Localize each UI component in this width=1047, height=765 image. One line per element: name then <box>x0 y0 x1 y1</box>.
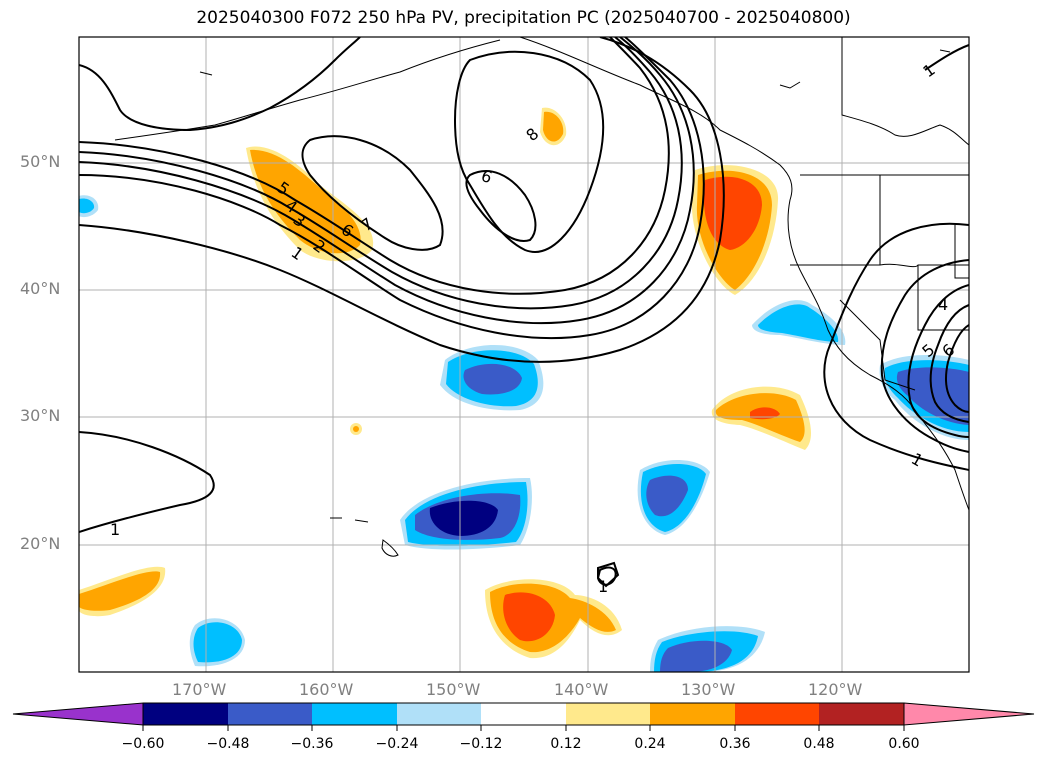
precip-negative-area <box>79 198 95 214</box>
lon-tick-label: 150°W <box>426 680 481 699</box>
colorbar-tick-label: −0.36 <box>290 736 334 752</box>
colorbar-extend-high <box>903 702 1035 726</box>
colorbar-tick-label: −0.60 <box>121 736 165 752</box>
precip-negative-area <box>660 640 732 672</box>
lon-tick-label: 120°W <box>808 680 863 699</box>
contour-label: 1 <box>110 520 120 539</box>
colorbar-swatch <box>397 703 481 725</box>
lat-tick-label: 50°N <box>20 152 61 171</box>
colorbar-swatch <box>650 703 735 725</box>
lat-tick-label: 30°N <box>20 406 61 425</box>
precipitation-fills <box>79 107 969 672</box>
lon-tick-label: 130°W <box>681 680 736 699</box>
colorbar-swatch <box>566 703 650 725</box>
colorbar-extend-low <box>12 702 144 726</box>
contour-label: 1 <box>598 577 608 596</box>
colorbar-tick-label: 0.12 <box>550 736 582 752</box>
precip-positive-area <box>79 571 161 611</box>
precip-negative-area <box>429 500 498 536</box>
colorbar-swatch <box>481 703 566 725</box>
lat-tick-label: 40°N <box>20 279 61 298</box>
colorbar-swatch <box>819 703 904 725</box>
colorbar-tick-label: 0.24 <box>634 736 666 752</box>
lon-tick-label: 160°W <box>299 680 354 699</box>
colorbar-tick-label: −0.24 <box>375 736 419 752</box>
map-frame <box>78 36 970 673</box>
contour-label: 4 <box>938 295 948 314</box>
precip-positive-area <box>503 592 555 642</box>
colorbar <box>12 702 1035 731</box>
lat-tick-label: 20°N <box>20 534 61 553</box>
colorbar-tick-label: 0.60 <box>888 736 920 752</box>
colorbar-tick-label: −0.48 <box>206 736 250 752</box>
gridlines <box>79 37 969 672</box>
precip-positive-area <box>703 176 762 250</box>
pv-contours <box>79 37 969 586</box>
precip-positive-area <box>750 407 780 420</box>
contour-label: 1 <box>288 243 307 264</box>
precip-negative-area <box>463 363 522 395</box>
precip-positive-area <box>543 111 564 142</box>
lon-tick-label: 140°W <box>554 680 609 699</box>
colorbar-swatch <box>735 703 819 725</box>
map-title: 2025040300 F072 250 hPa PV, precipitatio… <box>196 8 851 28</box>
precip-positive-area <box>353 426 359 432</box>
colorbar-tick-label: 0.48 <box>803 736 835 752</box>
precip-negative-area <box>758 304 839 342</box>
lon-tick-label: 170°W <box>172 680 227 699</box>
contour-label: 8 <box>522 124 542 145</box>
precip-negative-area <box>646 475 688 517</box>
colorbar-swatch <box>312 703 397 725</box>
colorbar-swatch <box>143 703 228 725</box>
colorbar-tick-label: −0.12 <box>459 736 503 752</box>
colorbar-tick-label: 0.36 <box>719 736 751 752</box>
contour-label: 6 <box>479 166 495 187</box>
colorbar-swatch <box>228 703 312 725</box>
